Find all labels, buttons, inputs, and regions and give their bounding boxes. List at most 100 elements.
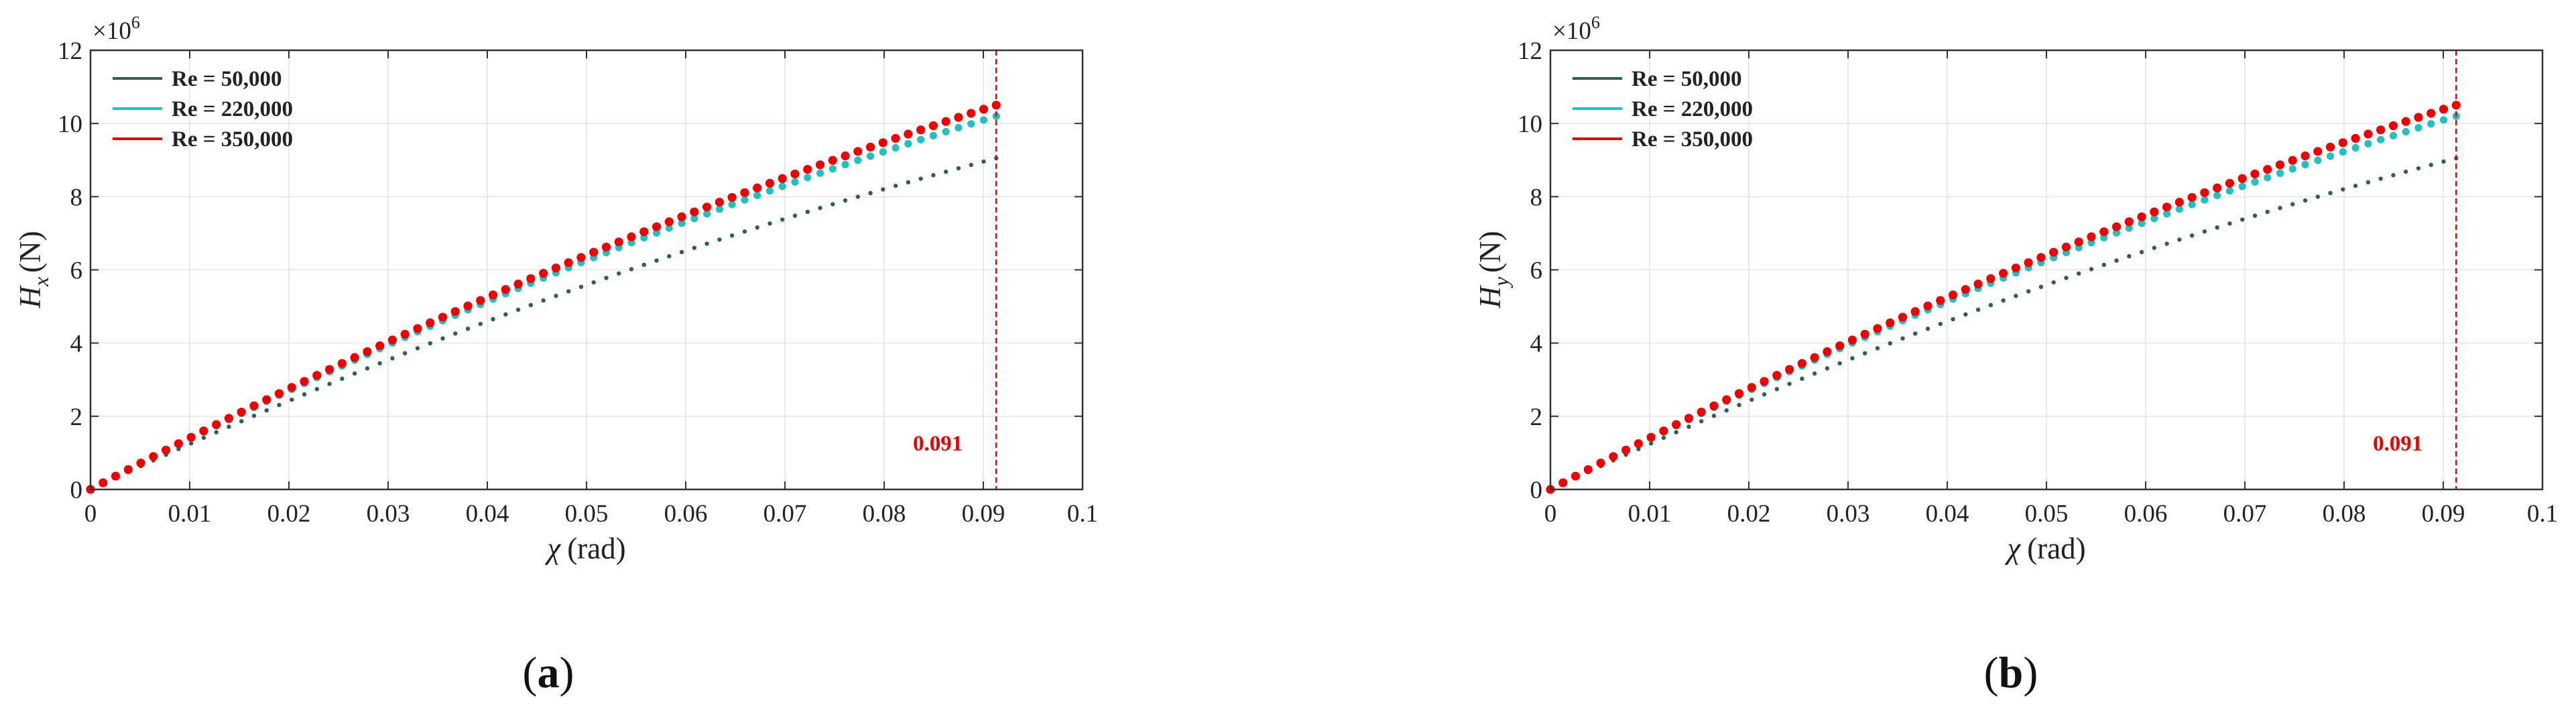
x-tick-label: 0.04	[466, 500, 509, 528]
data-point	[2049, 247, 2059, 257]
data-point	[2100, 233, 2108, 242]
data-point	[352, 371, 357, 376]
data-point	[287, 383, 296, 392]
data-point	[2215, 225, 2219, 230]
data-point	[2174, 197, 2184, 207]
data-point	[829, 165, 837, 173]
x-tick-label: 0.09	[2422, 500, 2465, 528]
data-point	[2164, 241, 2169, 246]
data-point	[768, 221, 772, 226]
data-point	[916, 125, 926, 135]
data-point	[564, 258, 573, 268]
y-tick-label: 10	[58, 111, 82, 138]
data-point	[1762, 392, 1767, 397]
data-point	[188, 441, 194, 446]
data-point	[2152, 245, 2157, 250]
data-point	[2251, 178, 2259, 186]
data-point	[2265, 209, 2270, 215]
data-point	[2427, 120, 2435, 128]
data-point	[1812, 371, 1817, 376]
data-point	[740, 188, 749, 197]
data-point	[1686, 424, 1691, 429]
data-point	[174, 439, 183, 449]
data-point	[1722, 395, 1731, 404]
data-point	[931, 173, 936, 178]
data-point	[2036, 253, 2046, 262]
data-point	[199, 426, 208, 436]
data-point	[891, 133, 900, 143]
data-point	[866, 152, 875, 160]
data-point	[2391, 173, 2396, 178]
x-axis-label: χ (rad)	[544, 532, 625, 565]
data-point	[639, 227, 649, 237]
data-point	[1558, 478, 1568, 487]
data-point	[1634, 439, 1643, 449]
data-point	[1684, 414, 1694, 423]
data-point	[728, 200, 736, 209]
data-point	[765, 187, 774, 195]
data-point	[2389, 131, 2397, 139]
data-point	[956, 166, 961, 171]
x-tick-label: 0.09	[962, 500, 1005, 528]
data-point	[440, 336, 445, 341]
y-tick-label: 4	[1530, 331, 1543, 358]
data-point	[1772, 371, 1782, 380]
data-point	[2351, 143, 2359, 152]
data-point	[2416, 166, 2421, 171]
data-point	[778, 174, 787, 183]
data-point	[702, 210, 711, 218]
data-point	[589, 247, 599, 257]
data-point	[162, 445, 171, 455]
data-point	[554, 294, 558, 298]
y-tick-label: 8	[1530, 184, 1543, 211]
data-point	[312, 371, 322, 380]
data-point	[2187, 192, 2197, 202]
data-point	[2114, 258, 2119, 263]
x-tick-label: 0.06	[2124, 500, 2168, 528]
data-point	[1973, 280, 1983, 289]
data-point	[111, 471, 121, 481]
x-tick-label: 0.08	[863, 500, 906, 528]
data-point	[2137, 212, 2146, 221]
data-point	[1951, 316, 1955, 322]
data-point	[2314, 156, 2322, 164]
data-point	[717, 237, 722, 242]
data-point	[1837, 361, 1842, 366]
x-tick-label: 0.02	[1727, 500, 1771, 528]
y-tick-label: 0	[70, 477, 83, 504]
data-point	[1672, 420, 1681, 429]
data-point	[2051, 280, 2056, 285]
data-point	[463, 301, 473, 310]
data-point	[1898, 312, 1908, 322]
data-point	[1925, 327, 1930, 331]
legend-label: Re = 50,000	[172, 67, 282, 91]
data-point	[2125, 224, 2133, 232]
data-point	[1661, 435, 1666, 440]
data-point	[2139, 249, 2144, 255]
data-point	[2177, 237, 2182, 242]
data-point	[2014, 294, 2018, 298]
data-point	[551, 263, 560, 273]
data-point	[780, 217, 785, 222]
data-point	[2288, 165, 2296, 173]
data-point	[904, 139, 912, 148]
data-point	[491, 316, 495, 322]
panel-label: (b)	[1984, 648, 2038, 697]
data-point	[2202, 229, 2207, 234]
data-point	[2038, 284, 2044, 290]
legend-label: Re = 220,000	[1632, 97, 1753, 121]
legend: Re = 50,000 Re = 220,000 Re = 350,000	[1573, 67, 1753, 152]
y-tick-label: 2	[1530, 404, 1543, 431]
data-point	[2341, 187, 2345, 192]
data-point	[136, 459, 145, 468]
data-point	[667, 254, 672, 259]
y-multiplier: ×106	[93, 13, 140, 45]
data-point	[2087, 232, 2096, 241]
data-point	[692, 245, 697, 250]
data-point	[679, 249, 684, 255]
data-point	[893, 183, 898, 188]
data-point	[1697, 407, 1706, 417]
legend-entry-re-350000: Re = 350,000	[1573, 127, 1753, 152]
data-point	[1810, 353, 1819, 362]
data-point	[702, 202, 712, 212]
